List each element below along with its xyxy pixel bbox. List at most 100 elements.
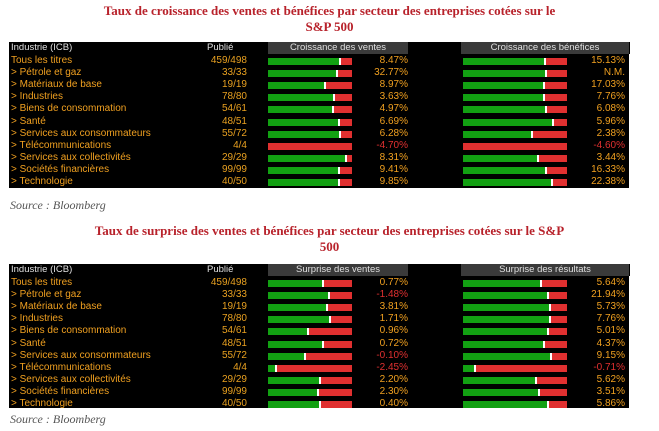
table-row[interactable]: > Matériaux de base 19/19 3.81% 5.73% [9,301,629,313]
table-row[interactable]: > Télécommunications 4/4 -2.45% -0.71% [9,362,629,374]
row-published: 459/498 [210,55,247,66]
row-value-col1: 4.97% [379,103,408,115]
table-row[interactable]: > Services aux consommateurs 55/72 6.28% 2.… [9,128,629,140]
bar-col1-marker [319,401,322,408]
row-value-col2: 9.15% [596,349,625,361]
bar-col2 [463,106,567,114]
bar-col1-marker [319,376,322,384]
bar-col1 [268,316,352,324]
bar-col1-positive [268,179,339,186]
header-col1-box: Surprise des ventes [268,264,409,276]
row-value-col1: 0.72% [379,337,408,349]
table-row[interactable]: > Pétrole et gaz 33/33 -1.48% 21.94% [9,289,629,301]
bar-col1 [268,118,352,126]
row-value-col1: -2.45% [376,361,408,373]
row-value-col2: 3.44% [596,151,625,163]
table-row[interactable]: > Pétrole et gaz 33/33 32.77% N.M. [9,67,629,79]
row-label: > Biens de consommation [11,325,127,337]
header-industry: Industrie (ICB) [11,42,73,53]
row-value-col2: 21.94% [591,289,625,301]
bar-col1 [268,352,352,360]
bar-col1 [268,166,352,174]
row-published: 19/19 [221,301,247,313]
row-value-col1: 32.77% [374,67,408,79]
bar-col2 [463,179,567,186]
bar-col2-marker [549,316,552,324]
row-published: 459/498 [210,277,247,288]
bar-col1-marker [328,292,331,300]
row-value-col1: 0.77% [379,277,408,288]
table-row[interactable]: > Biens de consommation 54/61 4.97% 6.08% [9,103,629,115]
row-published: 48/51 [221,115,247,127]
bar-col1 [268,142,352,150]
bar-col1-positive [268,130,341,138]
bar-col2-positive [463,388,539,396]
row-published: 54/61 [221,325,247,337]
bar-col1-positive [268,376,321,384]
table-row[interactable]: > Matériaux de base 19/19 8.97% 17.03% [9,79,629,91]
row-label: > Pétrole et gaz [11,67,82,79]
row-value-col1: -4.70% [376,139,408,151]
table-row[interactable]: > Sociétés financières 99/99 9.41% 16.33% [9,164,629,176]
row-value-col1: 0.40% [379,398,408,409]
bar-col1-marker [331,106,334,114]
table-row[interactable]: > Industries 78/80 3.63% 7.76% [9,91,629,103]
bar-col2-marker [551,179,554,186]
bar-col1-positive [268,94,334,102]
bar-col1 [268,82,352,90]
bar-col1-positive [268,118,340,126]
row-published: 4/4 [233,361,247,373]
bar-col2-positive [463,328,549,336]
bar-col2 [463,94,567,102]
row-value-col2: 22.38% [591,176,625,187]
bar-col1-marker [322,280,325,287]
table-row[interactable]: > Sociétés financières 99/99 2.30% 3.51% [9,386,629,398]
table-row[interactable]: > Services aux collectivités 29/29 8.31% 3.… [9,152,629,164]
row-published: 33/33 [221,289,247,301]
bar-col2-marker [536,154,539,162]
table-row[interactable]: > Santé 48/51 0.72% 4.37% [9,338,629,350]
bar-col2-positive [463,280,541,287]
bar-col2 [463,316,567,324]
table-row[interactable]: > Services aux consommateurs 55/72 -0.10% 9… [9,350,629,362]
table-row[interactable]: Tous les titres 459/498 0.77% 5.64% [9,277,629,289]
surprise-table: Industrie (ICB) Publié Surprise des ventes… [9,264,630,410]
header-published: Publié [207,264,234,275]
row-value-col2: 5.01% [596,325,625,337]
table-row[interactable]: > Services aux collectivités 29/29 2.20% 5.… [9,374,629,386]
bar-col1-positive [268,280,324,287]
bar-col1-marker [339,130,342,138]
bar-col1-marker [337,179,340,186]
bar-col2-positive [463,130,532,138]
bar-col1-positive [268,304,327,312]
bar-col1-marker [338,118,341,126]
row-label: > Industries [11,91,63,103]
bar-col2-positive [463,179,553,186]
table-row[interactable]: > Santé 48/51 6.69% 5.96% [9,116,629,128]
table-row[interactable]: Tous les titres 459/498 8.47% 15.13% [9,55,629,67]
bar-col1-positive [268,364,277,372]
table-row[interactable]: > Industries 78/80 1.71% 7.76% [9,313,629,325]
table-row[interactable]: > Technologie 40/50 0.40% 5.86% [9,398,629,410]
bar-col2-positive [463,94,545,102]
chart-title-2-line2: 500 [319,239,340,254]
bar-col2-positive [463,316,551,324]
table-row[interactable]: > Biens de consommation 54/61 0.96% 5.01% [9,325,629,337]
bar-col1-positive [268,316,331,324]
header-col2: Croissance des bénéfices [490,42,600,53]
bar-col2 [463,304,567,312]
table-row[interactable]: > Télécommunications 4/4 -4.70% -4.60% [9,140,629,152]
bar-col1-marker [329,316,332,324]
row-value-col2: 7.76% [596,91,625,103]
row-value-col2: 5.62% [596,373,625,385]
bar-col1 [268,70,352,78]
row-published: 29/29 [221,151,247,163]
row-published: 40/50 [221,176,247,187]
bar-col2-positive [463,106,547,114]
table-row[interactable]: > Technologie 40/50 9.85% 22.38% [9,176,629,188]
bar-col1-marker [303,352,306,360]
row-label: > Télécommunications [11,361,112,373]
bar-col1-marker [322,340,325,348]
bar-col1 [268,154,352,162]
bar-col1 [268,304,352,312]
